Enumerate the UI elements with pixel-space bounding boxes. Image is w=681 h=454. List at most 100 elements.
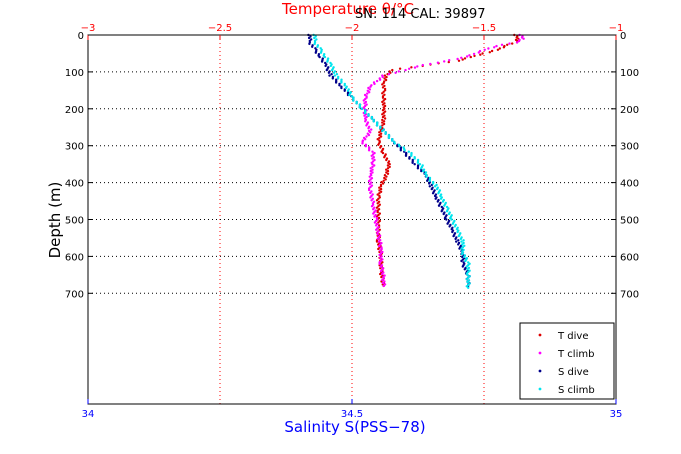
data-point [381, 100, 384, 104]
data-point [463, 57, 467, 60]
top-tick-label: −1.5 [472, 23, 496, 34]
legend-label-s-climb: S climb [558, 385, 595, 396]
left-tick-label: 200 [65, 105, 84, 116]
data-point [458, 247, 461, 250]
data-point [377, 197, 380, 200]
data-point [435, 183, 438, 187]
data-point [343, 84, 346, 87]
data-point [367, 149, 371, 152]
data-point [440, 210, 443, 213]
data-point [378, 253, 381, 257]
data-point [369, 167, 372, 170]
series-t-dive [375, 33, 520, 288]
data-point [382, 90, 385, 94]
data-point [493, 46, 496, 49]
data-point [391, 139, 394, 142]
data-point [379, 265, 383, 268]
data-point [422, 169, 425, 173]
data-point [388, 163, 391, 166]
data-point [371, 150, 374, 153]
data-point [443, 204, 446, 207]
data-point [314, 35, 317, 38]
right-tick-label: 600 [620, 252, 639, 263]
data-point [377, 240, 381, 243]
data-point [445, 210, 449, 213]
data-point [473, 54, 476, 58]
data-point [338, 84, 341, 87]
data-point [311, 45, 314, 48]
data-point [455, 240, 458, 243]
data-point [477, 51, 480, 54]
data-point [490, 49, 494, 53]
data-point [379, 132, 383, 135]
bottom-tick-label: 34 [82, 409, 95, 420]
data-point [376, 202, 379, 205]
data-point [381, 109, 385, 112]
data-point [324, 64, 327, 68]
data-point [463, 255, 466, 259]
data-point [383, 77, 386, 80]
legend-box [519, 322, 615, 400]
data-point [346, 89, 350, 93]
data-point [318, 55, 321, 59]
data-point [380, 180, 383, 184]
data-point [375, 228, 378, 231]
data-point [384, 132, 387, 135]
data-point [348, 93, 351, 97]
data-point [462, 239, 465, 242]
data-point [407, 150, 410, 153]
data-point [329, 64, 332, 68]
data-point [366, 92, 369, 95]
data-point [511, 42, 514, 45]
data-point [380, 247, 383, 251]
right-tick-label: 300 [620, 142, 639, 153]
legend-label-t-dive: T dive [557, 331, 588, 342]
data-point [500, 43, 504, 46]
data-point [429, 62, 432, 66]
data-point [378, 131, 381, 134]
data-point [461, 243, 464, 246]
top-tick-label: −3 [81, 23, 96, 34]
data-point [385, 158, 388, 162]
data-point [436, 200, 439, 203]
data-point [315, 38, 318, 41]
data-point [447, 212, 451, 216]
data-point [387, 73, 391, 76]
data-point [368, 88, 372, 91]
data-point [331, 77, 334, 80]
data-point [385, 175, 388, 178]
data-point [367, 86, 370, 90]
data-point [413, 66, 417, 69]
data-point [463, 268, 466, 271]
data-point [454, 237, 457, 241]
data-point [378, 219, 381, 223]
data-point [370, 174, 373, 177]
data-point [375, 199, 379, 202]
data-point [381, 103, 385, 106]
data-point [451, 230, 454, 234]
data-point [386, 169, 390, 173]
data-point [335, 73, 339, 76]
data-point [369, 191, 372, 195]
data-point [420, 169, 423, 173]
data-point [309, 35, 312, 38]
data-point [377, 216, 381, 220]
data-point [332, 71, 336, 75]
data-point [459, 237, 463, 241]
data-point [381, 75, 384, 79]
data-point [375, 79, 379, 83]
data-point [367, 188, 371, 192]
right-tick-label: 700 [620, 289, 639, 300]
data-point [387, 136, 391, 140]
data-point [376, 193, 379, 196]
data-point [431, 182, 435, 185]
data-point [383, 74, 387, 77]
data-point [378, 192, 381, 195]
data-point [443, 60, 446, 63]
left-tick-label: 700 [65, 289, 84, 300]
data-point [377, 205, 380, 208]
data-point [483, 48, 486, 51]
data-point [365, 135, 368, 138]
data-point [379, 270, 383, 273]
data-point [448, 59, 451, 62]
